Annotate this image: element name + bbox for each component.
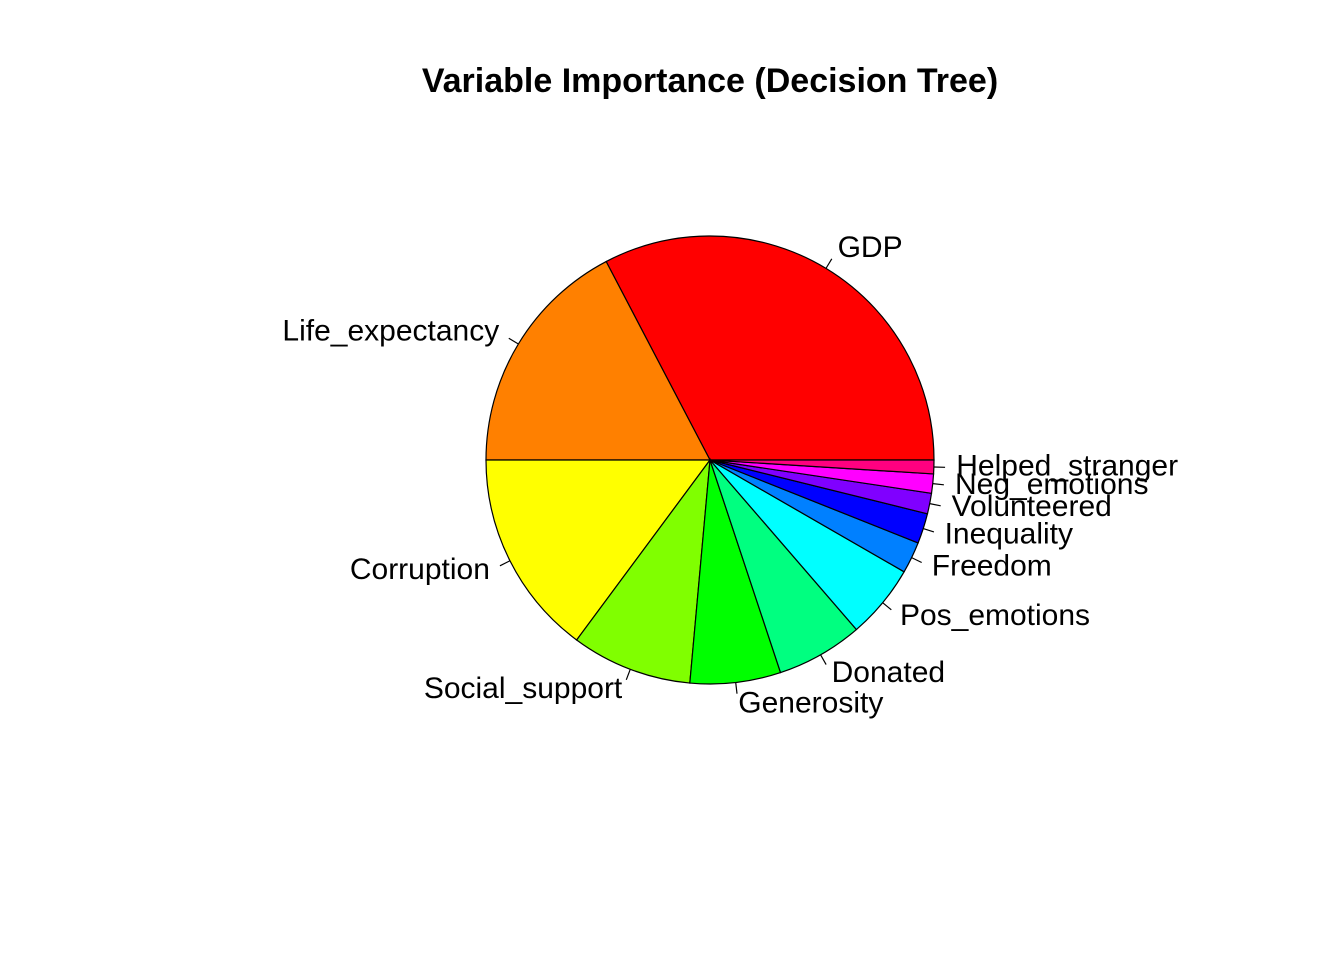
slice-corruption [485, 459, 712, 641]
tick-gdp [825, 258, 833, 269]
label-volunteered: Volunteered [952, 490, 1112, 523]
label-donated: Donated [832, 656, 945, 689]
tick-volunteered [929, 503, 941, 507]
tick-corruption [499, 560, 511, 567]
pie-labels: GDP Life_expectancy Corruption Social_suppo… [282, 231, 1178, 720]
tick-inequality [923, 527, 935, 533]
tick-generosity [735, 682, 738, 694]
slice-gdp [605, 235, 935, 461]
label-generosity: Generosity [738, 687, 883, 720]
tick-neg-emotions [932, 483, 944, 486]
slice-social-support [575, 457, 711, 684]
label-life-expectancy: Life_expectancy [282, 314, 499, 347]
label-social-support: Social_support [424, 672, 623, 705]
tick-freedom [911, 557, 922, 564]
label-pos-emotions: Pos_emotions [900, 599, 1090, 632]
tick-pos-emotions [882, 602, 892, 611]
tick-donated [820, 654, 827, 665]
label-helped-stranger: Helped_stranger [956, 450, 1178, 483]
label-neg-emotions: Neg_emotions [955, 468, 1148, 501]
tick-social-support [625, 669, 631, 681]
pie-slices [485, 235, 935, 685]
label-corruption: Corruption [350, 553, 490, 586]
label-freedom: Freedom [932, 549, 1052, 582]
label-gdp: GDP [838, 231, 903, 264]
chart-title: Variable Importance (Decision Tree) [422, 62, 998, 100]
label-inequality: Inequality [945, 517, 1073, 550]
tick-life-expectancy [508, 337, 519, 345]
